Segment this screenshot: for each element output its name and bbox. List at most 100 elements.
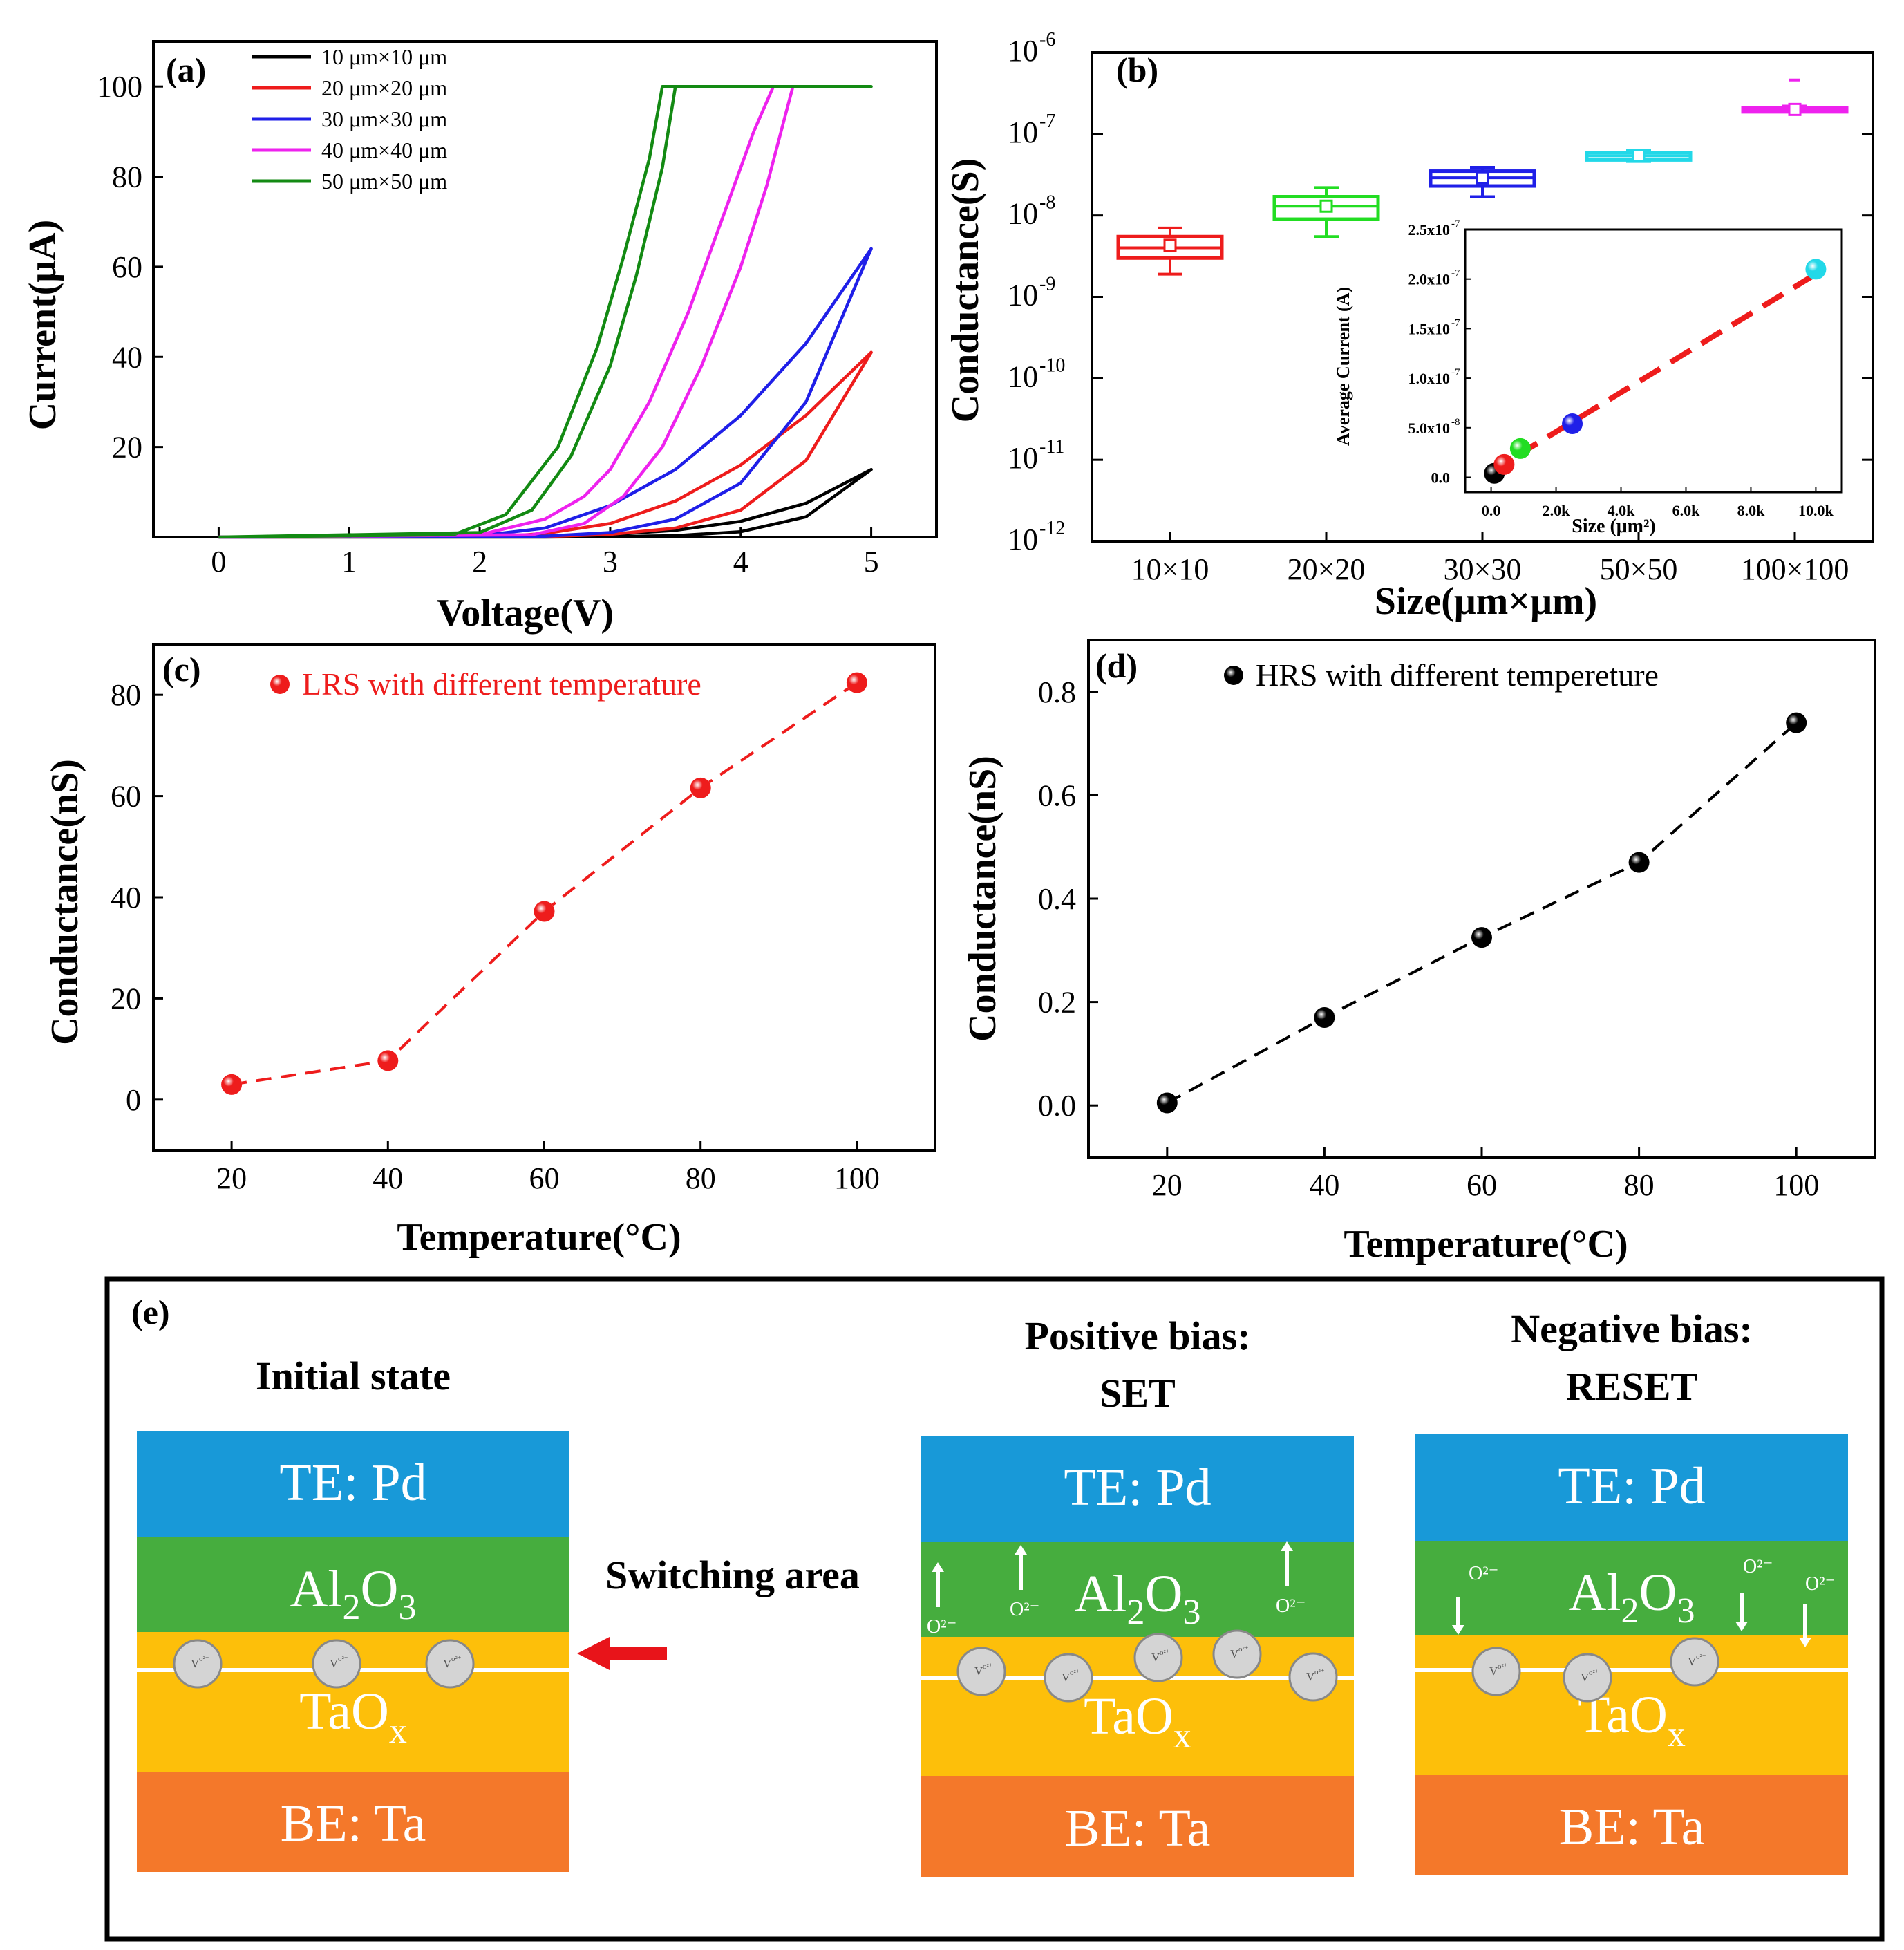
vacancy-label: V [1581,1671,1590,1684]
inset-y-tick-label: 2.0x10 [1408,271,1451,288]
formula-part: TaO [1084,1687,1173,1745]
data-point [221,1074,243,1095]
inset-y-title: Average Current (A) [1333,287,1353,446]
y-axis-title: Conductance(S) [944,158,987,423]
x-tick-label: 4 [733,545,748,579]
y-axis-title: Current(μA) [21,220,64,430]
formula-part: Al [1075,1565,1127,1623]
x-tick-label: 5 [864,545,879,579]
y-tick-label: 0.0 [1038,1089,1076,1123]
data-point [377,1050,399,1071]
subscript: 2 [1621,1591,1639,1631]
inset-y-tick-label: 1.0x10 [1408,370,1451,387]
x-axis-title: Temperature(°C) [397,1216,681,1259]
subscript: 3 [398,1588,416,1627]
switching-arrow-head [577,1637,610,1670]
vacancy-label: V [1306,1670,1315,1683]
inset-y-tick-label: 2.5x10 [1408,221,1451,238]
al2o3-layer [921,1542,1354,1637]
x-tick-label: 2 [472,545,487,579]
al2o3-label: Al2O3 [1075,1565,1201,1632]
formula-part: O [1145,1565,1183,1623]
vacancy-label: V [330,1657,339,1670]
box-mean [1632,149,1646,162]
vacancy-ball [1133,1633,1183,1682]
vacancy-label: V [1151,1651,1160,1664]
vacancy-ball [1670,1637,1719,1687]
al2o3-layer [137,1537,569,1632]
y-tick-label: 0 [126,1083,141,1117]
vacancy-ball [173,1639,223,1689]
switching-area-label: Switching area [605,1553,860,1597]
vacancy-ball [956,1647,1006,1696]
y-tick-base: 10 [1008,279,1038,312]
arrow-head-up [1281,1541,1293,1551]
box-mean [1476,171,1489,185]
oxygen-migration-down: O²⁻ [1799,1573,1835,1647]
bottom-electrode-layer [1415,1775,1848,1875]
inset-point [1805,259,1827,280]
formula-part: O [1639,1564,1677,1622]
inset-y-tick-exponent: -7 [1451,268,1460,279]
y-tick-label: 60 [112,250,142,284]
y-tick-base: 10 [1008,115,1038,149]
data-point [1786,712,1807,733]
vacancy-charge: o²⁺ [983,1662,993,1671]
box-mean [1788,102,1802,116]
x-axis-title: Temperature(°C) [1344,1223,1628,1266]
vacancy-charge: o²⁺ [1070,1669,1080,1677]
x-tick-label: 100×100 [1741,552,1849,586]
top-electrode-layer [137,1431,569,1537]
vacancy-ball [1044,1653,1093,1703]
switching-arrow-shaft [605,1647,667,1660]
legend-label: 50 μm×50 μm [321,169,447,194]
formula-part: TaO [299,1682,389,1741]
y-tick-label: 40 [111,881,141,915]
panel-c: (c) Temperature(°C) Conductance(nS) 20 40… [44,643,936,1259]
inset-point [1493,453,1515,475]
taox-label: TaOx [299,1682,407,1751]
panel-label: (d) [1095,646,1138,685]
vacancy-ball [425,1639,475,1689]
oxygen-migration-up: O²⁻ [1010,1545,1039,1620]
y-tick-label: 40 [112,340,142,374]
vacancy-label: V [1230,1647,1239,1660]
inset-y-tick-exponent: -7 [1451,317,1460,328]
stack-title: Negative bias: [1511,1306,1753,1351]
top-electrode-layer [1415,1434,1848,1541]
vacancy-charge: o²⁺ [338,1655,348,1663]
inset-point [1562,413,1583,435]
series-line [218,247,873,539]
inset-y-tick-exponent: -7 [1451,367,1460,378]
inset-y-tick-exponent: -8 [1451,417,1460,428]
legend-label: 30 μm×30 μm [321,106,447,131]
vacancy-ball [312,1639,361,1689]
vacancy-label: V [443,1657,452,1670]
bottom-electrode-layer [921,1776,1354,1877]
oxygen-migration-down: O²⁻ [1452,1563,1498,1635]
arrow-head-down [1799,1638,1811,1647]
panel-label: (a) [166,50,206,89]
stack-title: RESET [1566,1364,1697,1409]
vacancy-ball [1563,1653,1612,1703]
y-tick-label: 20 [112,431,142,465]
y-tick-exponent: -9 [1039,274,1055,295]
oxygen-migration-down: O²⁻ [1735,1556,1773,1631]
y-axis-title: Conductance(nS) [44,759,86,1045]
legend-marker [1224,666,1243,685]
trend-line [231,681,858,1086]
formula-part: Al [290,1560,343,1618]
inset-x-tick-label: 4.0k [1608,502,1636,519]
x-tick-label: 100 [834,1161,880,1195]
be-label: BE: Ta [1559,1798,1705,1856]
subscript: 3 [1182,1593,1200,1632]
oxygen-ion-label: O²⁻ [927,1616,956,1638]
te-label: TE: Pd [279,1454,426,1512]
